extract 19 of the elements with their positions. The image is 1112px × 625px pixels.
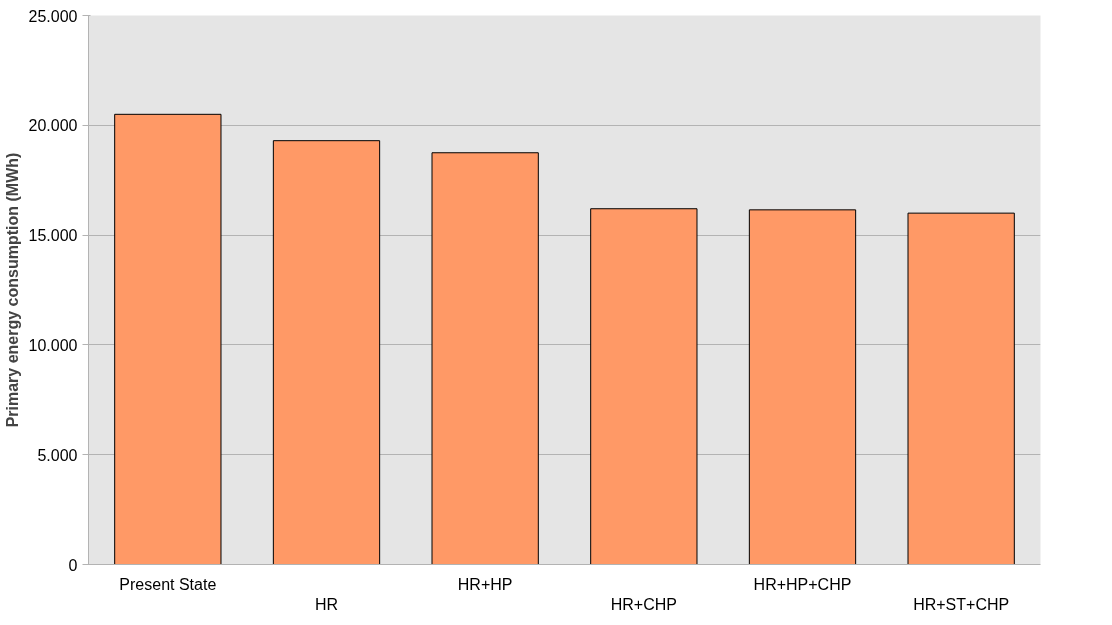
y-tick-label: 15.000 (28, 227, 78, 245)
x-tick-label: HR+CHP (610, 595, 677, 613)
y-axis-title: Primary energy consumption (MWh) (3, 152, 21, 428)
x-tick-label: HR+HP (457, 575, 513, 593)
y-tick-label: 20.000 (28, 117, 78, 135)
x-tick-label: HR+HP+CHP (753, 575, 852, 593)
x-tick-label: HR (314, 595, 339, 613)
bar (590, 208, 698, 565)
x-tick-label: Present State (119, 575, 217, 593)
bar (272, 140, 381, 565)
y-tick-label: 25.000 (28, 7, 78, 25)
bar (907, 212, 1015, 565)
y-tick-label: 5.000 (37, 446, 78, 464)
bar (748, 209, 857, 565)
y-tick-label: 10.000 (28, 336, 78, 354)
bar (431, 152, 539, 565)
bar (114, 113, 222, 565)
y-tick-label: 0 (68, 556, 78, 574)
x-tick-label: HR+ST+CHP (913, 595, 1010, 613)
